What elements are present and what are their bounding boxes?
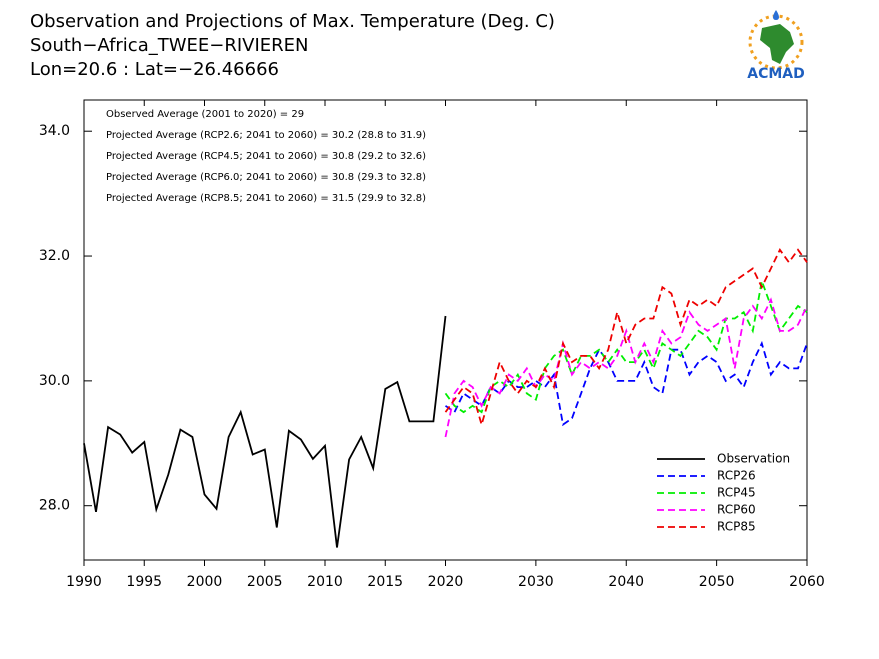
series-line bbox=[83, 315, 447, 548]
series-line bbox=[444, 248, 808, 428]
chart-location: Lon=20.6 : Lat=−26.46666 bbox=[30, 59, 279, 80]
x-tick-label: 2060 bbox=[789, 574, 825, 590]
chart-title: Observation and Projections of Max. Temp… bbox=[30, 11, 555, 32]
annotation: Projected Average (RCP6.0; 2041 to 2060)… bbox=[106, 172, 426, 183]
series-line bbox=[444, 340, 808, 427]
y-tick-label: 34.0 bbox=[39, 123, 70, 139]
x-tick-label: 2040 bbox=[608, 574, 644, 590]
chart-subtitle: South−Africa_TWEE−RIVIEREN bbox=[30, 35, 309, 56]
annotation: Observed Average (2001 to 2020) = 29 bbox=[106, 109, 304, 120]
annotation: Projected Average (RCP8.5; 2041 to 2060)… bbox=[106, 193, 426, 204]
x-tick-label: 2050 bbox=[699, 574, 735, 590]
x-tick-label: 2005 bbox=[247, 574, 283, 590]
logo-text: ACMAD bbox=[747, 66, 805, 82]
logo-map bbox=[760, 24, 794, 64]
annotation: Projected Average (RCP4.5; 2041 to 2060)… bbox=[106, 151, 426, 162]
x-tick-label: 1990 bbox=[66, 574, 102, 590]
y-tick-label: 28.0 bbox=[39, 498, 70, 514]
series-line bbox=[444, 297, 808, 438]
series-line bbox=[444, 277, 808, 414]
x-tick-label: 2000 bbox=[187, 574, 223, 590]
annotation: Projected Average (RCP2.6; 2041 to 2060)… bbox=[106, 130, 426, 141]
legend-label: RCP60 bbox=[717, 503, 756, 517]
x-tick-label: 2015 bbox=[367, 574, 403, 590]
logo-drop bbox=[773, 10, 779, 20]
y-tick-label: 32.0 bbox=[39, 248, 70, 264]
x-tick-label: 2010 bbox=[307, 574, 343, 590]
y-tick-label: 30.0 bbox=[39, 373, 70, 389]
x-tick-label: 2030 bbox=[518, 574, 554, 590]
legend-label: RCP85 bbox=[717, 520, 756, 534]
legend-label: RCP26 bbox=[717, 469, 756, 483]
x-tick-label: 1995 bbox=[126, 574, 162, 590]
legend-label: Observation bbox=[717, 452, 790, 466]
x-tick-label: 2020 bbox=[428, 574, 464, 590]
legend-label: RCP45 bbox=[717, 486, 756, 500]
logo: ACMAD bbox=[747, 10, 805, 82]
